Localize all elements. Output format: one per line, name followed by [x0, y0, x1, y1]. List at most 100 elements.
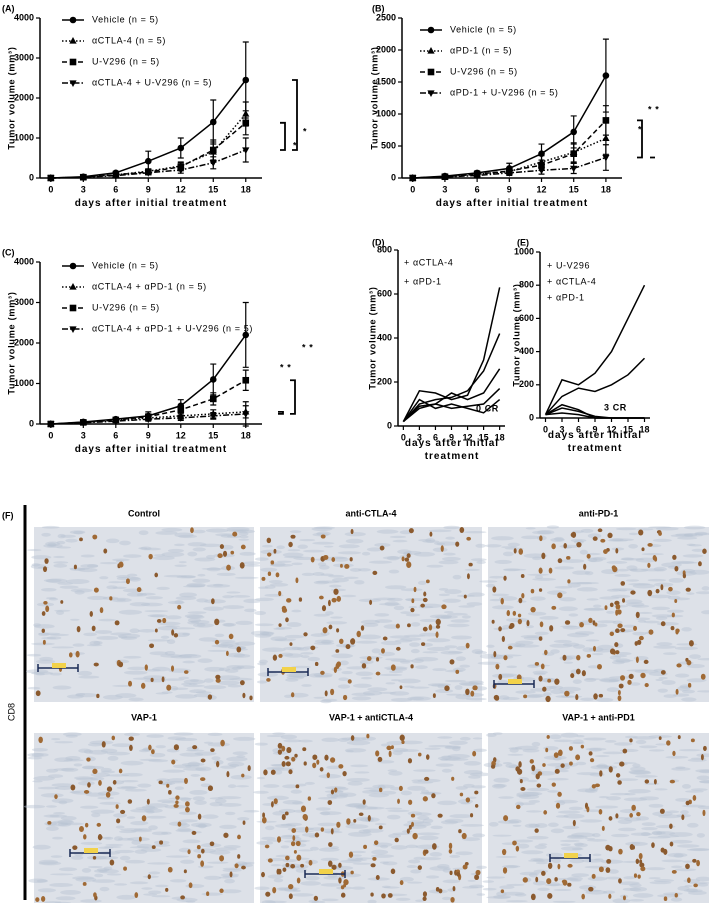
tissue-fiber — [619, 808, 639, 814]
tissue-fiber — [351, 692, 375, 697]
cd8-cell — [547, 892, 553, 899]
cd8-cell — [41, 611, 46, 616]
tissue-fiber — [383, 886, 400, 889]
tissue-fiber — [524, 694, 543, 699]
cd8-cell — [173, 804, 179, 808]
tissue-fiber — [438, 588, 449, 591]
tissue-fiber — [609, 655, 621, 660]
cd8-cell — [652, 555, 657, 561]
tissue-fiber — [686, 888, 698, 893]
tissue-fiber — [105, 538, 120, 544]
tissue-fiber — [596, 763, 608, 769]
cd8-cell — [294, 753, 298, 758]
tissue-fiber — [567, 876, 583, 881]
tissue-fiber — [574, 631, 595, 635]
cd8-cell — [362, 799, 366, 805]
y-tick-label: 800 — [519, 280, 534, 290]
tissue-fiber — [551, 858, 561, 864]
tissue-fiber — [446, 612, 468, 616]
cd8-cell — [534, 828, 539, 833]
tissue-fiber — [655, 526, 679, 531]
cd8-cell — [54, 794, 58, 800]
tissue-fiber — [320, 699, 332, 704]
tissue-fiber — [502, 865, 519, 869]
tissue-fiber — [671, 560, 695, 564]
panel-title: VAP-1 + anti-PD1 — [562, 712, 635, 722]
cd8-cell — [200, 758, 206, 763]
tissue-fiber — [226, 526, 250, 531]
tissue-fiber — [382, 861, 398, 866]
tissue-fiber — [573, 540, 584, 544]
tissue-fiber — [493, 783, 507, 788]
cd8-cell — [698, 561, 702, 567]
tissue-fiber — [261, 544, 273, 548]
tissue-fiber — [655, 743, 667, 746]
cd8-cell — [604, 605, 608, 611]
cd8-cell — [83, 834, 87, 840]
tissue-fiber — [310, 633, 328, 637]
tissue-fiber — [350, 764, 369, 768]
tissue-fiber — [653, 566, 667, 572]
cd8-cell — [431, 843, 437, 850]
tissue-fiber — [392, 667, 408, 672]
cd8-cell — [435, 632, 439, 638]
cd8-cell — [378, 787, 383, 793]
tissue-fiber — [119, 830, 137, 834]
y-tick-label: 200 — [519, 379, 534, 389]
cd8-cell — [273, 548, 277, 554]
tissue-fiber — [508, 819, 522, 824]
tissue-fiber — [592, 556, 607, 561]
tissue-fiber — [140, 848, 162, 852]
tissue-fiber — [303, 549, 325, 553]
cd8-cell — [598, 693, 604, 698]
tissue-fiber — [286, 672, 310, 678]
cd8-cell — [379, 545, 385, 551]
tissue-fiber — [114, 849, 135, 854]
cd8-cell — [617, 780, 622, 785]
tissue-fiber — [209, 850, 231, 855]
tissue-fiber — [553, 739, 574, 743]
tissue-fiber — [353, 804, 369, 808]
y-tick-label: 0 — [529, 412, 534, 422]
tissue-fiber — [138, 749, 150, 753]
tissue-fiber — [533, 672, 546, 676]
cd8-cell — [530, 893, 536, 901]
cd8-cell — [660, 847, 665, 853]
tissue-fiber — [569, 742, 585, 745]
tissue-fiber — [59, 585, 79, 589]
tissue-fiber — [534, 575, 544, 579]
tissue-fiber — [592, 853, 602, 857]
cd8-cell — [138, 836, 142, 842]
tissue-fiber — [653, 879, 675, 883]
tissue-fiber — [317, 822, 337, 827]
cd8-cell — [423, 591, 427, 597]
tissue-fiber — [332, 577, 349, 583]
cd8-cell — [267, 858, 273, 863]
annotation: * * — [648, 104, 659, 114]
tissue-fiber — [668, 577, 684, 583]
tissue-fiber — [547, 822, 559, 828]
tissue-fiber — [75, 877, 97, 883]
tissue-fiber — [632, 763, 641, 768]
tissue-fiber — [455, 694, 471, 700]
cd8-cell — [561, 879, 567, 884]
tissue-fiber — [243, 561, 262, 565]
cd8-cell — [614, 642, 619, 648]
cd8-cell — [406, 828, 410, 834]
tissue-fiber — [212, 583, 224, 587]
tissue-fiber — [160, 782, 173, 786]
tissue-fiber — [51, 646, 74, 649]
cd8-cell — [147, 874, 151, 880]
tissue-fiber — [658, 814, 682, 819]
x-tick-label: 12 — [606, 424, 616, 434]
tissue-fiber — [271, 767, 294, 771]
panel-label: (A) — [2, 3, 15, 13]
tissue-fiber — [446, 623, 470, 628]
tissue-fiber — [272, 811, 286, 816]
tissue-fiber — [304, 781, 315, 785]
tissue-fiber — [114, 883, 128, 886]
cd8-cell — [557, 558, 563, 564]
y-tick-label: 1000 — [376, 108, 396, 118]
tissue-fiber — [449, 854, 461, 858]
tissue-fiber — [683, 889, 703, 893]
